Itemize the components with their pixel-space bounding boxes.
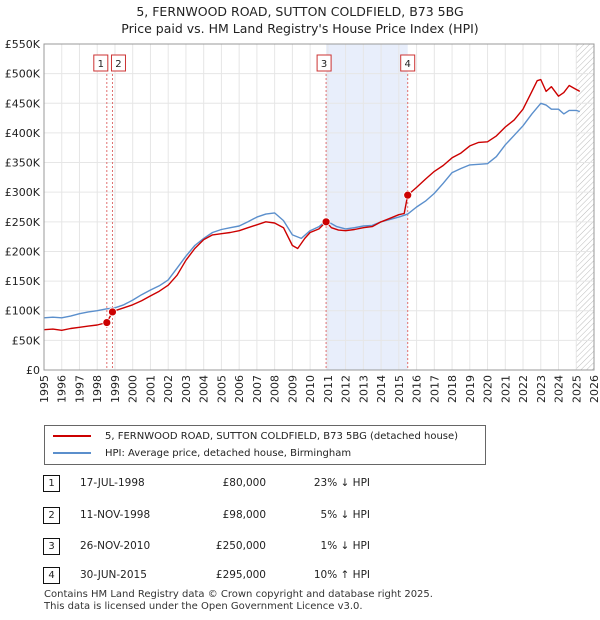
footer-line-copyright: Contains HM Land Registry data © Crown c… — [44, 589, 433, 600]
x-tick-label: 2006 — [233, 375, 246, 403]
x-tick-label: 2013 — [357, 375, 370, 403]
transaction-price: £98,000 — [222, 509, 266, 521]
x-tick-label: 2005 — [215, 375, 228, 403]
transaction-date: 30-JUN-2015 — [80, 569, 147, 581]
y-tick-label: £250K — [5, 216, 41, 229]
chart-subtitle: Price paid vs. HM Land Registry's House … — [121, 21, 479, 36]
transaction-date: 26-NOV-2010 — [80, 540, 151, 552]
legend-label-property: 5, FERNWOOD ROAD, SUTTON COLDFIELD, B73 … — [105, 430, 459, 442]
sale-point — [108, 307, 117, 317]
y-tick-label: £0 — [26, 364, 40, 377]
transaction-hpi-diff: 1% ↓ HPI — [320, 540, 370, 552]
x-tick-label: 2019 — [464, 375, 477, 403]
sale-number-label: 3 — [321, 59, 327, 70]
x-tick-label: 2010 — [304, 375, 317, 403]
footer-attribution: Contains HM Land Registry data © Crown c… — [44, 589, 433, 613]
shaded-period — [326, 44, 408, 370]
x-tick-label: 2021 — [499, 375, 512, 403]
x-tick-label: 1995 — [38, 375, 51, 403]
y-tick-label: £200K — [5, 245, 41, 258]
sale-number-label: 4 — [405, 59, 411, 70]
transaction-number: 1 — [43, 475, 60, 492]
sale-point — [321, 217, 331, 227]
table-row: 4 30-JUN-2015 £295,000 10% ↑ HPI — [0, 564, 600, 586]
x-tick-label: 2003 — [180, 375, 193, 403]
x-tick-label: 2024 — [553, 375, 566, 403]
y-tick-label: £100K — [5, 305, 41, 318]
sale-number-box — [316, 54, 332, 72]
y-tick-label: £450K — [5, 97, 41, 110]
y-tick-label: £350K — [5, 157, 41, 170]
y-tick-label: £400K — [5, 127, 41, 140]
legend-label-hpi: HPI: Average price, detached house, Birm… — [105, 447, 352, 459]
x-tick-label: 2007 — [251, 375, 264, 403]
sale-point — [403, 190, 413, 200]
x-tick-label: 2015 — [393, 375, 406, 403]
y-tick-label: £150K — [5, 275, 41, 288]
y-tick-label: £300K — [5, 186, 41, 199]
table-row: 2 11-NOV-1998 £98,000 5% ↓ HPI — [0, 504, 600, 526]
x-tick-label: 2014 — [375, 375, 388, 403]
y-tick-label: £500K — [5, 68, 41, 81]
future-hatch-area — [576, 44, 594, 370]
sale-point — [102, 318, 112, 327]
sale-number-box — [400, 54, 416, 72]
transaction-date: 11-NOV-1998 — [80, 509, 151, 521]
legend-entry-hpi: HPI: Average price, detached house, Birm… — [53, 445, 351, 461]
sale-number-label: 1 — [98, 59, 104, 70]
transaction-hpi-diff: 10% ↑ HPI — [313, 569, 370, 581]
plot-area — [44, 44, 594, 370]
x-tick-label: 2017 — [428, 375, 441, 403]
x-tick-label: 2022 — [517, 375, 530, 403]
sale-number-box — [110, 54, 126, 72]
table-row: 3 26-NOV-2010 £250,000 1% ↓ HPI — [0, 535, 600, 557]
legend-swatch-property — [53, 435, 91, 437]
transaction-hpi-diff: 5% ↓ HPI — [320, 509, 370, 521]
x-tick-label: 2004 — [198, 375, 211, 403]
x-tick-label: 2025 — [570, 375, 583, 403]
y-tick-label: £50K — [12, 334, 41, 347]
legend-swatch-hpi — [53, 452, 91, 454]
transaction-price: £250,000 — [215, 540, 266, 552]
sale-number-box — [93, 54, 109, 72]
x-tick-label: 2011 — [322, 375, 335, 403]
x-tick-label: 2008 — [269, 375, 282, 403]
transaction-hpi-diff: 23% ↓ HPI — [313, 477, 370, 489]
x-tick-label: 2023 — [535, 375, 548, 403]
x-tick-label: 2018 — [446, 375, 459, 403]
transaction-price: £80,000 — [222, 477, 266, 489]
chart-legend: 5, FERNWOOD ROAD, SUTTON COLDFIELD, B73 … — [44, 425, 486, 465]
x-tick-label: 1999 — [109, 375, 122, 403]
x-tick-label: 1997 — [73, 375, 86, 403]
transaction-price: £295,000 — [215, 569, 266, 581]
legend-entry-property: 5, FERNWOOD ROAD, SUTTON COLDFIELD, B73 … — [53, 428, 458, 444]
transaction-number: 2 — [43, 507, 60, 524]
x-tick-label: 2002 — [162, 375, 175, 403]
x-tick-label: 2001 — [144, 375, 157, 403]
chart-title: 5, FERNWOOD ROAD, SUTTON COLDFIELD, B73 … — [136, 4, 464, 19]
plot-border — [43, 43, 595, 371]
sale-number-label: 2 — [115, 59, 121, 70]
table-row: 1 17-JUL-1998 £80,000 23% ↓ HPI — [0, 472, 600, 494]
x-tick-label: 2012 — [340, 375, 353, 403]
x-tick-label: 2016 — [411, 375, 424, 403]
transaction-date: 17-JUL-1998 — [80, 477, 145, 489]
price-chart: £0 £50K £100K £150K £200K £250K £300K £350K £400… — [5, 38, 600, 403]
footer-line-licence: This data is licensed under the Open Gov… — [44, 601, 363, 612]
transaction-number: 3 — [43, 538, 60, 555]
x-tick-label: 2020 — [482, 375, 495, 403]
transaction-number: 4 — [43, 567, 60, 584]
x-tick-label: 2026 — [588, 375, 600, 403]
x-tick-label: 2000 — [127, 375, 140, 403]
x-tick-label: 2009 — [286, 375, 299, 403]
y-tick-label: £550K — [5, 38, 41, 51]
x-tick-label: 1996 — [56, 375, 69, 403]
x-tick-label: 1998 — [91, 375, 104, 403]
